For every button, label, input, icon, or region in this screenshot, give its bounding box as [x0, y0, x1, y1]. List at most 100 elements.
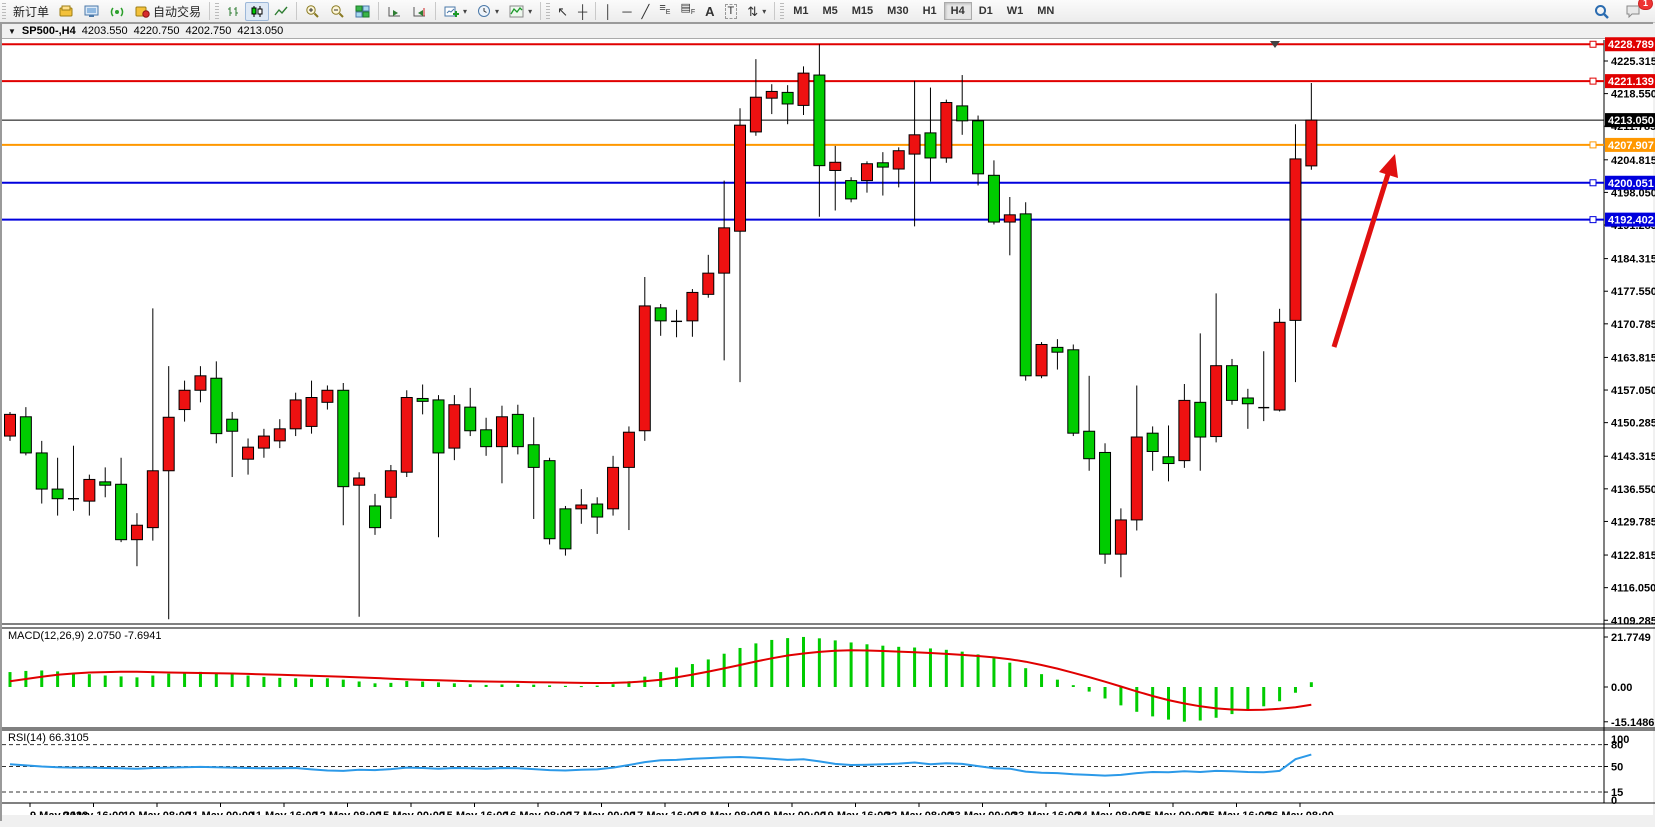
candle: [908, 134, 921, 155]
line-chart-mode-icon[interactable]: [269, 2, 293, 21]
horizontal-line-icon[interactable]: ─: [622, 3, 632, 19]
new-order-button[interactable]: 新订单: [8, 0, 54, 23]
timeframe-d1[interactable]: D1: [978, 5, 993, 17]
macd-bar: [373, 683, 377, 687]
timeframe-h1[interactable]: H1: [922, 5, 937, 17]
line-anchor-handle[interactable]: [1589, 179, 1597, 187]
macd-bar: [960, 651, 964, 687]
line-anchor-handle[interactable]: [1589, 141, 1597, 149]
chart-title-bar[interactable]: ▼ SP500-,H4 4203.550 4220.750 4202.750 4…: [2, 24, 1653, 39]
candle: [654, 307, 667, 322]
trend-arrow-line[interactable]: [1331, 173, 1391, 348]
candle: [194, 375, 207, 391]
price-tick-label: 4204.815: [1611, 155, 1655, 167]
text-label-icon[interactable]: T: [720, 1, 743, 22]
signal-icon[interactable]: [105, 2, 130, 21]
candle: [178, 389, 191, 411]
bar-chart-mode-icon[interactable]: [221, 2, 245, 21]
macd-bar: [119, 676, 123, 687]
new-chart-button[interactable]: ▾: [439, 2, 472, 21]
autotrading-button[interactable]: 自动交易: [130, 0, 206, 23]
zoom-in-icon[interactable]: [300, 1, 325, 21]
candle: [384, 470, 397, 498]
candle: [1130, 436, 1143, 521]
arrows-tool-icon[interactable]: ⇅ ▾: [747, 3, 767, 19]
rsi-line: [9, 753, 1312, 777]
candle: [829, 161, 842, 171]
candle: [1035, 343, 1048, 377]
timeframe-m30[interactable]: M30: [887, 5, 909, 17]
timeframe-h4[interactable]: H4: [943, 2, 972, 20]
cursor-icon[interactable]: ↖: [557, 3, 568, 19]
candle: [35, 452, 48, 490]
macd-bar: [738, 647, 742, 687]
macd-bar: [436, 682, 440, 687]
macd-bar: [722, 653, 726, 687]
candle: [51, 488, 64, 500]
timeframe-m1[interactable]: M1: [793, 5, 809, 17]
notifications-chat-icon[interactable]: 1: [1621, 0, 1653, 21]
auto-scroll-icon[interactable]: [382, 2, 407, 21]
window-bottom-strip: [2, 815, 1653, 821]
macd-bar: [548, 685, 552, 687]
price-label-text: 4221.139: [1608, 76, 1654, 88]
line-anchor-handle[interactable]: [1589, 40, 1597, 48]
macd-bar: [976, 654, 980, 687]
price-tick-label: 4177.550: [1611, 286, 1655, 298]
collapse-triangle-icon[interactable]: ▼: [8, 26, 16, 36]
equidistant-channel-icon[interactable]: ≡E: [659, 2, 671, 17]
macd-axis-label: 21.7749: [1611, 632, 1651, 644]
indicators-button[interactable]: ▾: [504, 2, 537, 21]
line-anchor-handle[interactable]: [1589, 216, 1597, 224]
timeframe-mn[interactable]: MN: [1037, 5, 1055, 17]
toolbar-grip[interactable]: [215, 3, 220, 19]
chart-canvas[interactable]: 4225.3154218.5504211.7854204.8154198.050…: [2, 24, 1655, 821]
text-icon[interactable]: A: [705, 3, 715, 19]
macd-bar: [786, 638, 790, 687]
period-button[interactable]: ▾: [472, 1, 504, 21]
rsi-indicator-label: RSI(14) 66.3105: [8, 732, 89, 744]
price-label-box: [1605, 212, 1655, 227]
macd-bar: [310, 678, 314, 687]
new-order-label: 新订单: [13, 4, 50, 19]
price-label-box: [1605, 113, 1655, 128]
macd-bar: [183, 672, 187, 687]
trendline-icon[interactable]: ╱: [641, 3, 650, 19]
candle: [797, 72, 810, 106]
zoom-out-icon[interactable]: [325, 1, 350, 21]
search-icon[interactable]: [1589, 1, 1615, 22]
terminal-icon[interactable]: [79, 2, 105, 21]
toolbar-grip[interactable]: [780, 3, 785, 19]
candlestick-mode-icon[interactable]: [245, 1, 270, 21]
candle: [765, 90, 778, 99]
candle: [1019, 213, 1032, 377]
tile-windows-icon[interactable]: [350, 2, 375, 21]
timeframe-w1[interactable]: W1: [1006, 5, 1024, 17]
chart-shift-marker[interactable]: [1270, 41, 1280, 48]
candle: [115, 483, 128, 541]
chart-shift-icon[interactable]: [407, 2, 432, 21]
candle: [876, 162, 889, 168]
macd-bar: [1214, 687, 1218, 718]
candle: [749, 96, 762, 133]
timeframe-m5[interactable]: M5: [822, 5, 838, 17]
market-depth-icon[interactable]: [54, 2, 79, 21]
timeframe-m15[interactable]: M15: [851, 5, 874, 17]
macd-bar: [1167, 687, 1171, 720]
macd-bar: [1087, 687, 1091, 692]
toolbar-grip[interactable]: [2, 3, 6, 19]
candle: [83, 478, 96, 502]
candle: [575, 504, 588, 510]
vertical-line-icon[interactable]: │: [604, 3, 613, 19]
macd-bar: [278, 677, 282, 687]
trend-arrow-head[interactable]: [1379, 154, 1398, 178]
line-anchor-handle[interactable]: [1589, 77, 1597, 85]
candle: [718, 227, 731, 274]
candle: [543, 460, 556, 540]
candle: [305, 397, 318, 427]
toolbar-grip[interactable]: [546, 3, 551, 19]
fibonacci-icon[interactable]: ▤F: [680, 2, 696, 17]
macd-bar: [198, 671, 202, 687]
crosshair-icon[interactable]: ┼: [577, 3, 588, 19]
